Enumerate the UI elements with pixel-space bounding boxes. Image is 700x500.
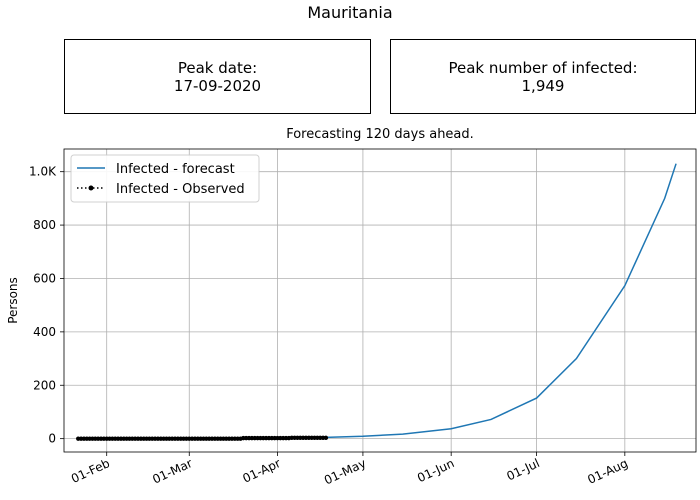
plot-frame — [63, 148, 697, 453]
x-tick-label: 01-Jul — [504, 456, 541, 483]
y-tick-label: 1.0K — [29, 165, 57, 179]
y-tick-label: 800 — [33, 218, 56, 232]
legend-observed-label: Infected - Observed — [116, 182, 245, 197]
x-tick-label: 01-Jun — [415, 456, 456, 485]
peak-number-box: Peak number of infected: 1,949 — [390, 39, 696, 114]
y-tick-label: 200 — [33, 378, 56, 392]
x-tick-label: 01-Apr — [241, 456, 283, 486]
x-tick-label: 01-Aug — [585, 456, 630, 487]
y-axis-label: Persons — [6, 277, 20, 324]
peak-date-label: Peak date: — [177, 58, 258, 77]
x-tick-label: 01-Feb — [69, 456, 112, 486]
x-tick-label: 01-Mar — [150, 456, 194, 487]
chart-title: Forecasting 120 days ahead. — [286, 127, 474, 142]
peak-number-value: 1,949 — [521, 76, 565, 95]
forecast-line — [263, 163, 677, 439]
legend-observed-marker — [88, 185, 94, 191]
y-tick-label: 600 — [33, 271, 56, 285]
figure-title: Mauritania — [307, 3, 393, 22]
legend-forecast-label: Infected - forecast — [116, 162, 235, 177]
observed-point — [323, 435, 329, 441]
peak-date-box: Peak date: 17-09-2020 — [64, 39, 371, 114]
peak-number-label: Peak number of infected: — [448, 58, 638, 77]
legend-box — [70, 154, 260, 203]
x-tick-label: 01-May — [322, 456, 368, 487]
y-tick-label: 0 — [48, 432, 56, 446]
y-tick-label: 400 — [33, 325, 56, 339]
peak-date-value: 17-09-2020 — [173, 76, 262, 95]
